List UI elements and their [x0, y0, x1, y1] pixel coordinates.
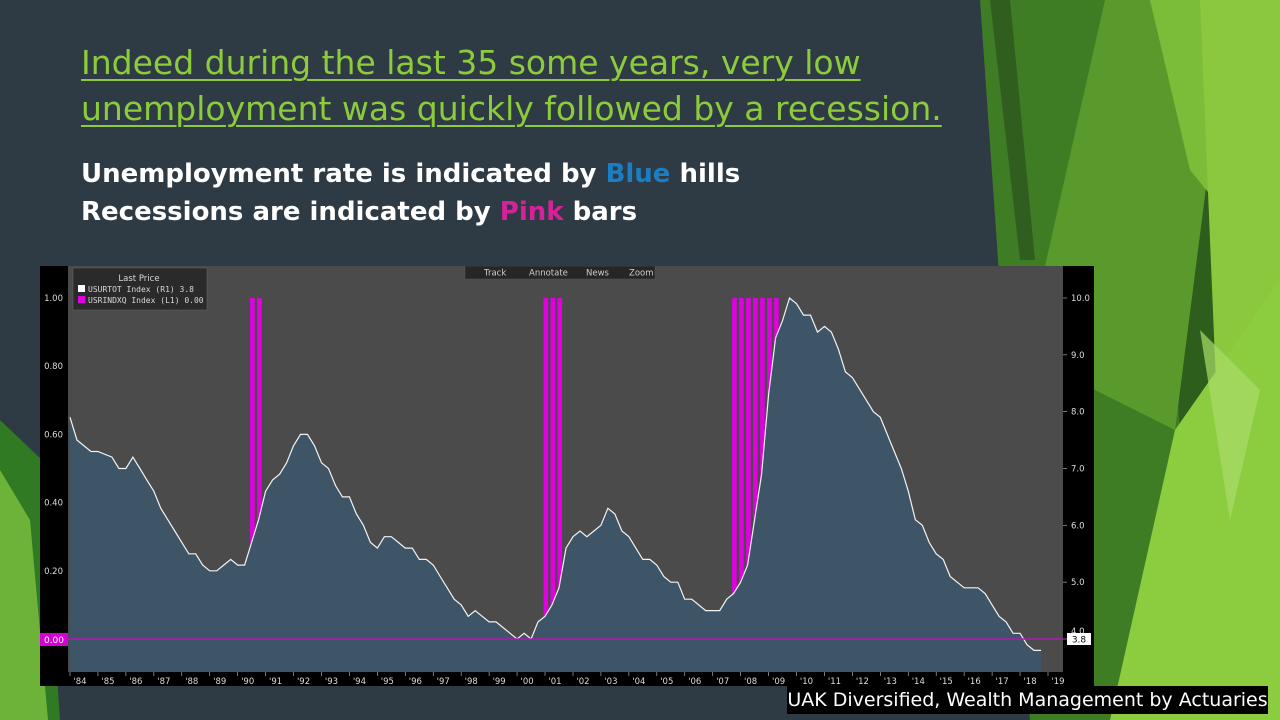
recession-bar-2 — [543, 298, 549, 639]
x-tick-label-28: '12 — [856, 677, 869, 686]
right-tick-label-4: 8.0 — [1071, 408, 1085, 418]
subtitle-unemployment-suffix: hills — [670, 159, 741, 189]
subtitle-recessions-prefix: Recessions are indicated by — [81, 197, 500, 227]
x-tick-label-29: '13 — [884, 677, 897, 686]
right-tick-label-0: 4.0 — [1071, 627, 1085, 637]
x-tick-label-12: '96 — [409, 677, 422, 686]
x-tick-label-1: '85 — [101, 677, 114, 686]
x-tick-label-27: '11 — [828, 677, 841, 686]
left-tick-label-1: 0.20 — [44, 567, 63, 577]
left-last-value-label: 0.00 — [44, 636, 64, 646]
right-tick-label-3: 7.0 — [1071, 465, 1085, 475]
x-tick-label-19: '03 — [604, 677, 617, 686]
recession-bar-1 — [257, 298, 262, 639]
x-tick-label-15: '99 — [493, 677, 506, 686]
x-tick-label-6: '90 — [241, 677, 254, 686]
left-tick-label-4: 0.80 — [44, 362, 63, 372]
left-axis-ticks: 0.20 0.40 0.60 0.80 1.00 — [44, 294, 63, 577]
x-tick-label-3: '87 — [157, 677, 170, 686]
x-tick-label-2: '86 — [129, 677, 142, 686]
unemployment-line — [69, 296, 1041, 651]
subtitle-recessions: Recessions are indicated by Pink bars — [81, 194, 637, 230]
right-last-value-label: 3.8 — [1072, 636, 1087, 646]
x-axis-ticks: '84 '85 '86 '87 '88 '89 '90 '91 '92 '93 '94 '95 '96 '… — [69, 672, 1065, 686]
chart-legend: Last Price USURTOT Index (R1) 3.8 USRIND… — [72, 267, 208, 311]
x-tick-label-30: '14 — [912, 677, 925, 686]
unemployment-recession-chart: '84 '85 '86 '87 '88 '89 '90 '91 '92 '93 '94 '95 '96 '… — [40, 266, 1094, 686]
subtitle-unemployment: Unemployment rate is indicated by Blue h… — [81, 156, 740, 192]
x-tick-label-31: '15 — [940, 677, 953, 686]
x-tick-label-34: '18 — [1023, 677, 1036, 686]
x-tick-label-26: '10 — [800, 677, 813, 686]
subtitle-recessions-suffix: bars — [563, 197, 638, 227]
recession-bar-7 — [746, 298, 751, 639]
left-tick-label-5: 1.00 — [44, 294, 63, 304]
right-tick-label-1: 5.0 — [1071, 578, 1085, 588]
x-tick-label-24: '08 — [744, 677, 757, 686]
x-tick-label-25: '09 — [772, 677, 785, 686]
legend-swatch-unemployment — [78, 285, 85, 292]
recession-bar-8 — [753, 298, 758, 639]
x-tick-label-8: '92 — [297, 677, 310, 686]
x-tick-label-33: '17 — [996, 677, 1009, 686]
toolbar-annotate-button[interactable]: Annotate — [529, 269, 568, 279]
subtitle-unemployment-prefix: Unemployment rate is indicated by — [81, 159, 606, 189]
toolbar-news-button[interactable]: News — [586, 269, 610, 279]
left-tick-label-3: 0.60 — [44, 430, 63, 440]
x-tick-label-13: '97 — [437, 677, 450, 686]
right-tick-label-2: 6.0 — [1071, 521, 1085, 531]
chart-svg: '84 '85 '86 '87 '88 '89 '90 '91 '92 '93 '94 '95 '96 '… — [40, 266, 1094, 686]
recession-bar-5 — [732, 298, 737, 639]
x-tick-label-22: '06 — [688, 677, 701, 686]
slide-title: Indeed during the last 35 some years, ve… — [81, 40, 981, 132]
left-last-value-tag: 0.00 — [40, 633, 68, 646]
slide-title-line-2: unemployment was quickly followed by a r… — [81, 89, 942, 128]
recession-bar-0 — [250, 298, 255, 639]
right-last-value-tag: 3.8 — [1067, 633, 1091, 646]
right-tick-label-6: 10.0 — [1071, 294, 1090, 304]
legend-swatch-recession — [78, 296, 85, 303]
chart-toolbar: Track Annotate News Zoom — [464, 266, 656, 280]
subtitle-pink-keyword: Pink — [499, 197, 564, 227]
x-tick-label-4: '88 — [185, 677, 198, 686]
x-tick-label-7: '91 — [269, 677, 282, 686]
x-tick-label-23: '07 — [716, 677, 729, 686]
legend-entry-unemployment: USURTOT Index (R1) 3.8 — [88, 285, 194, 294]
toolbar-track-button[interactable]: Track — [483, 269, 506, 279]
legend-entry-recession: USRINDXQ Index (L1) 0.00 — [88, 296, 204, 305]
x-tick-label-16: '00 — [521, 677, 534, 686]
x-tick-label-18: '02 — [576, 677, 589, 686]
x-tick-label-32: '16 — [968, 677, 981, 686]
right-tick-label-5: 9.0 — [1071, 351, 1085, 361]
right-axis-ticks: 4.0 5.0 6.0 7.0 8.0 9.0 10.0 — [1063, 294, 1090, 640]
toolbar-zoom-button[interactable]: Zoom — [629, 269, 654, 279]
x-tick-label-10: '94 — [353, 677, 366, 686]
x-tick-label-35: '19 — [1051, 677, 1064, 686]
recession-bar-3 — [550, 298, 556, 639]
unemployment-area — [70, 298, 1041, 672]
subtitle-blue-keyword: Blue — [605, 159, 671, 189]
slide-title-line-1: Indeed during the last 35 some years, ve… — [81, 43, 861, 82]
x-tick-label-5: '89 — [213, 677, 226, 686]
left-tick-label-2: 0.40 — [44, 499, 63, 509]
x-tick-label-17: '01 — [548, 677, 561, 686]
recession-bar-6 — [739, 298, 744, 639]
recession-bar-4 — [557, 298, 563, 639]
x-tick-label-0: '84 — [73, 677, 86, 686]
x-tick-label-21: '05 — [660, 677, 673, 686]
legend-title: Last Price — [118, 274, 159, 284]
x-tick-label-9: '93 — [325, 677, 338, 686]
x-tick-label-11: '95 — [381, 677, 394, 686]
footer-credit: UAK Diversified, Wealth Management by Ac… — [787, 686, 1268, 714]
x-tick-label-20: '04 — [632, 677, 645, 686]
x-tick-label-14: '98 — [465, 677, 478, 686]
